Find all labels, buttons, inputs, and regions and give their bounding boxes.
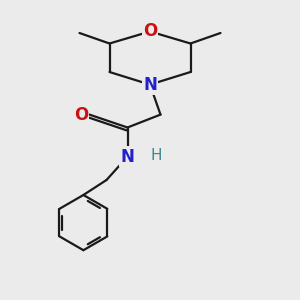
Text: O: O bbox=[143, 22, 157, 40]
Text: N: N bbox=[143, 76, 157, 94]
Text: O: O bbox=[74, 106, 88, 124]
Text: N: N bbox=[121, 148, 134, 166]
Text: H: H bbox=[150, 148, 161, 163]
